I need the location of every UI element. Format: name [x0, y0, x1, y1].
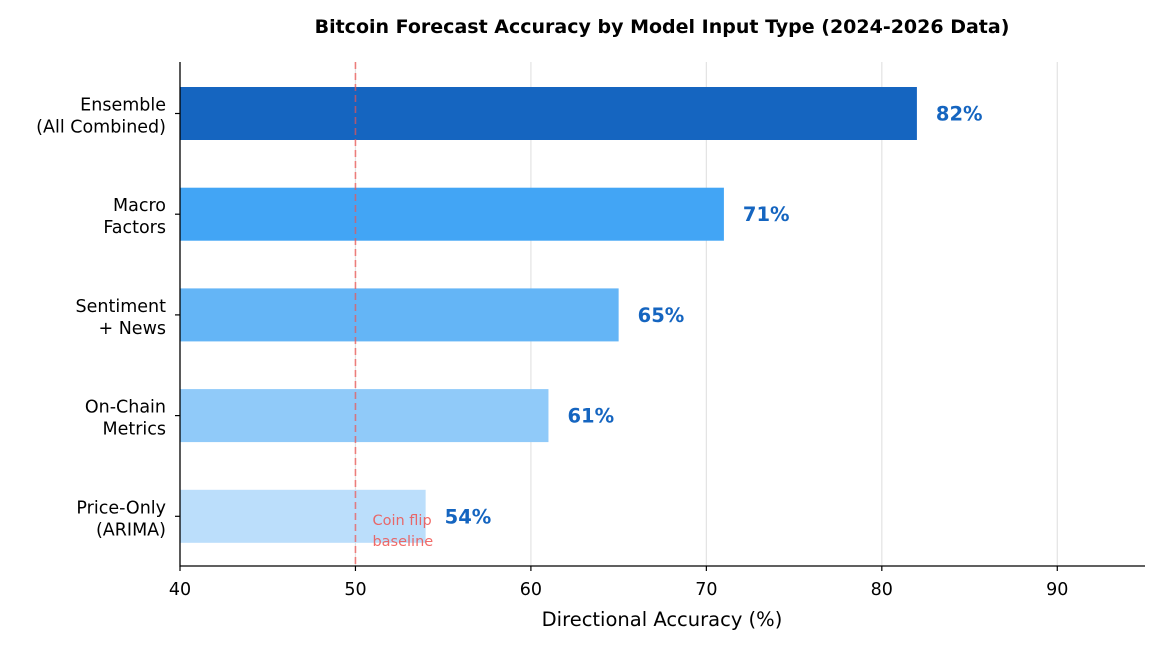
- bar: [180, 489, 426, 543]
- bar: [180, 389, 549, 443]
- value-label: 54%: [445, 505, 492, 528]
- chart-title: Bitcoin Forecast Accuracy by Model Input…: [315, 16, 1010, 38]
- reference-line-group: Coin flip baseline: [354, 62, 433, 566]
- x-axis-label: Directional Accuracy (%): [542, 608, 783, 631]
- reference-annotation: baseline: [372, 534, 433, 550]
- y-tick-label: Price-Only (ARIMA): [76, 498, 166, 540]
- bars: [180, 87, 917, 543]
- x-tick-label: 70: [695, 580, 717, 600]
- y-tick-label: Ensemble (All Combined): [36, 96, 166, 138]
- y-tick-labels: Ensemble (All Combined) Macro Factors Sentim…: [36, 96, 166, 541]
- x-tick-label: 40: [169, 580, 191, 600]
- x-tick-label: 80: [871, 580, 893, 600]
- x-tick-label: 90: [1046, 580, 1068, 600]
- y-tick-label: Macro Factors: [103, 196, 166, 238]
- x-tick-labels: 40 50 60 70 80 90: [169, 580, 1069, 600]
- bar: [180, 87, 917, 140]
- bar: [180, 288, 619, 342]
- y-tick-label: On-Chain Metrics: [85, 398, 166, 440]
- value-label: 61%: [567, 405, 614, 428]
- bar: [180, 187, 724, 241]
- reference-annotation: Coin flip: [372, 513, 431, 529]
- x-tick-label: 50: [344, 580, 366, 600]
- value-label: 71%: [743, 203, 790, 226]
- x-tick-label: 60: [520, 580, 542, 600]
- y-tick-label: Sentiment + News: [76, 297, 167, 339]
- axes: [175, 62, 1145, 571]
- value-labels: 82% 71% 65% 61% 54%: [445, 103, 983, 529]
- value-label: 65%: [638, 304, 685, 327]
- value-label: 82%: [936, 103, 983, 126]
